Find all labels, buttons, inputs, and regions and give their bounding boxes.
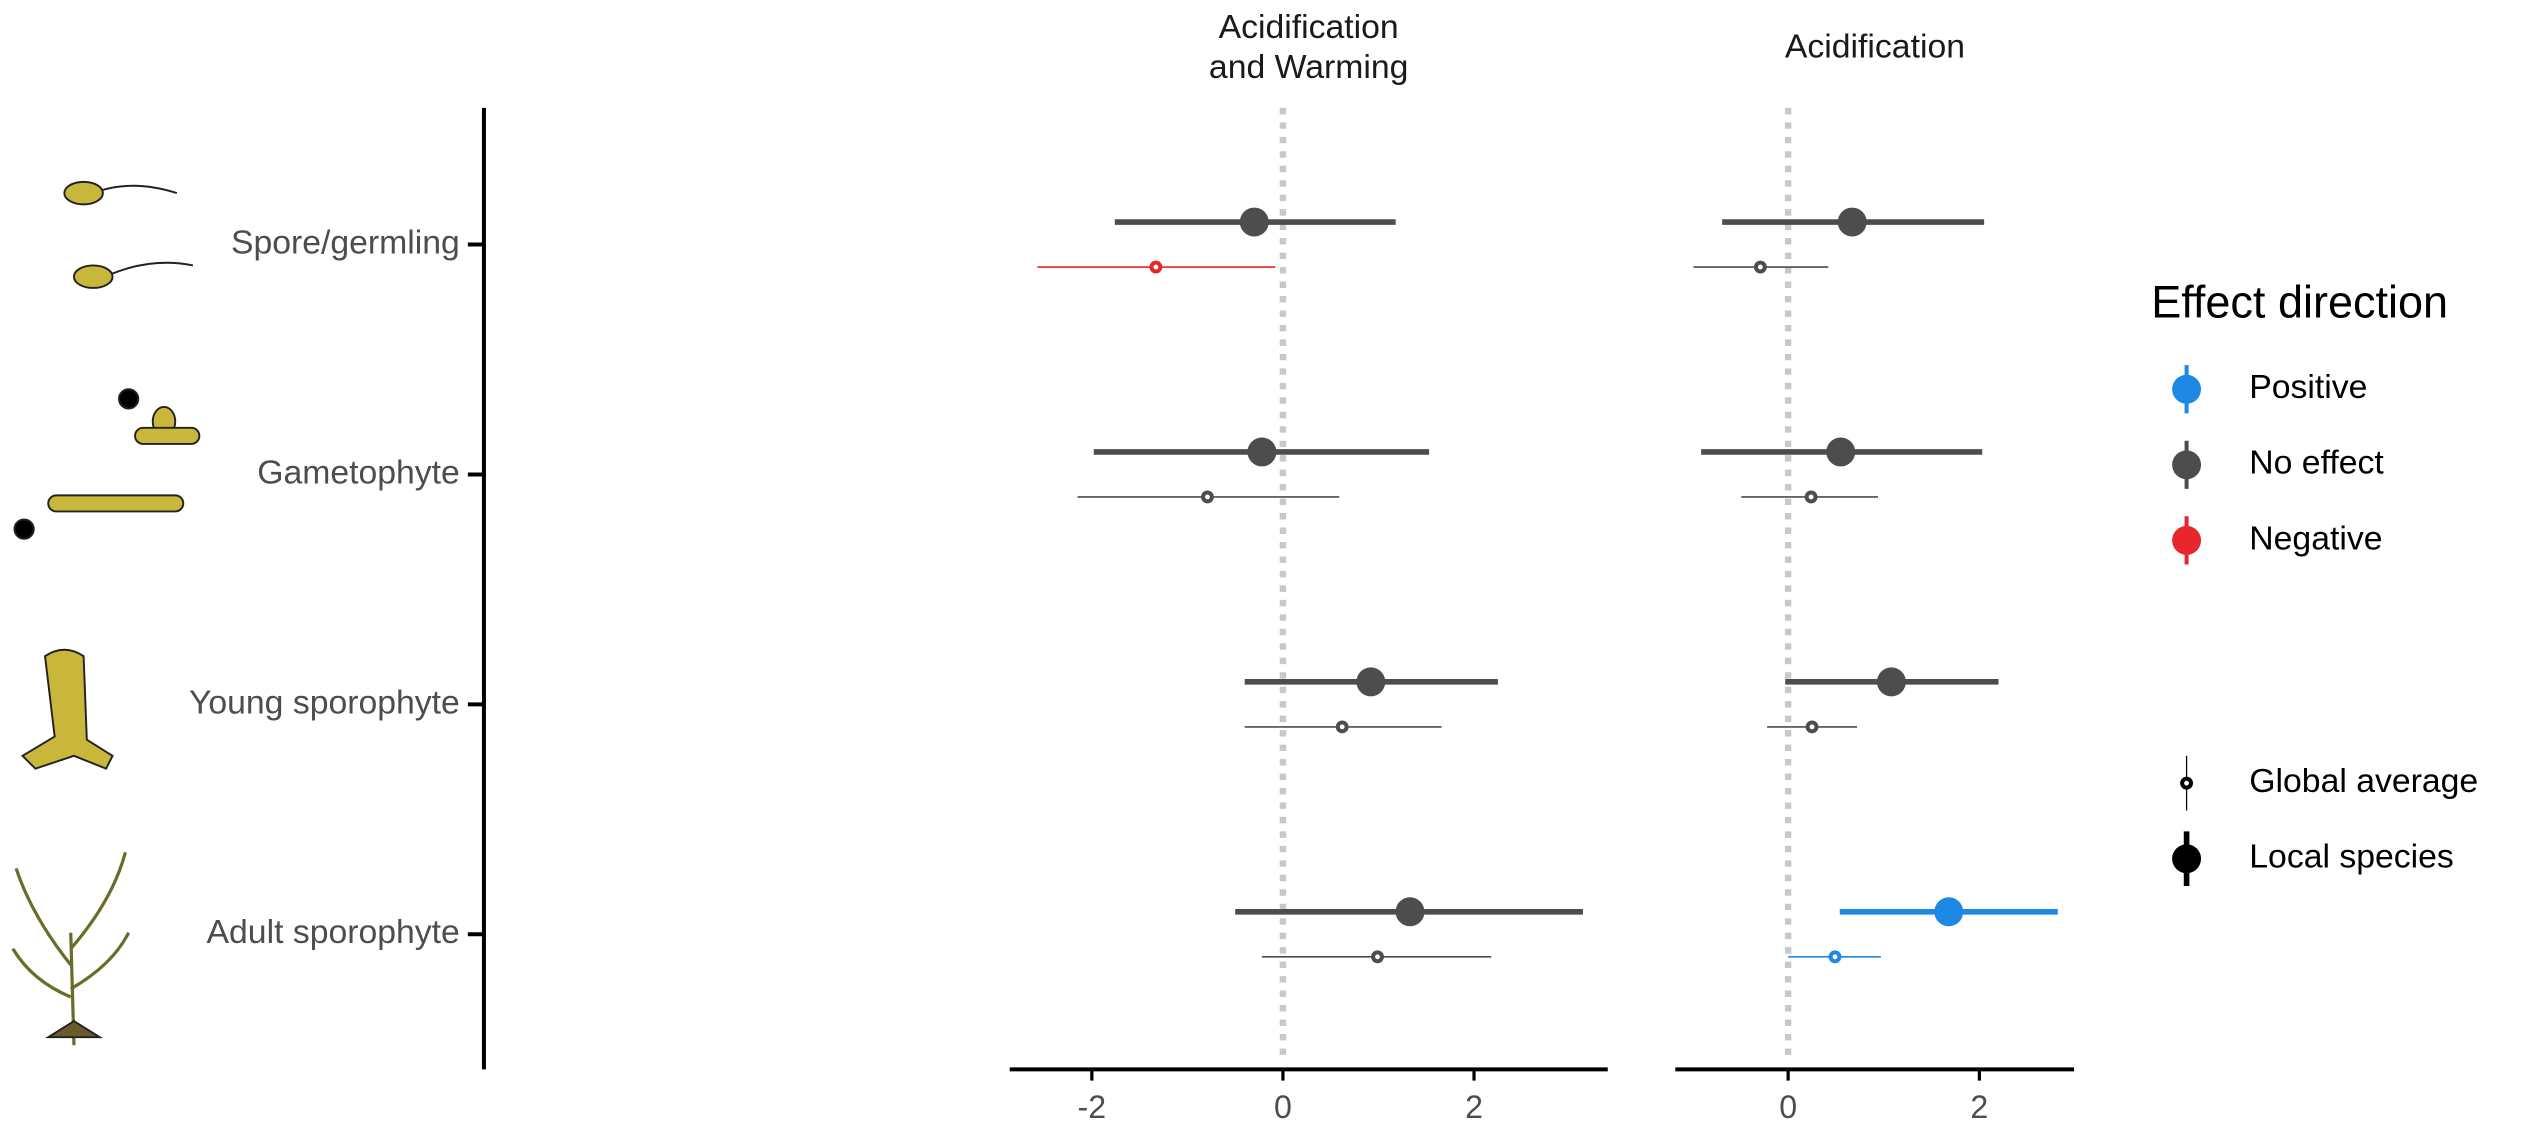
point-center [1375,954,1380,960]
point [1837,207,1867,237]
legend-key [2172,374,2202,404]
legend-title: Effect direction [2151,277,2448,328]
point [1826,437,1856,467]
point [1395,897,1425,927]
y-tick-label: Young sporophyte [189,683,460,721]
x-tick-label: 2 [1465,1089,1483,1125]
point-center [1339,724,1345,730]
point [1239,207,1269,237]
x-tick-label: 0 [1779,1089,1797,1125]
legend-label: Positive [2249,368,2367,406]
x-tick-label: 0 [1274,1089,1292,1125]
panel-title: and Warming [1209,48,1408,86]
point-center [1808,494,1814,500]
point-center [1832,954,1838,960]
legend-label: Global average [2249,762,2478,800]
legend-label: Local species [2249,838,2454,876]
point-center [1809,724,1815,730]
illustrations [11,180,201,1046]
x-tick-label: -2 [1078,1089,1107,1125]
legend-label: No effect [2249,444,2384,482]
y-tick-label: Gametophyte [257,453,460,491]
x-tick-label: 2 [1970,1089,1988,1125]
legend-key-center [2184,780,2189,786]
legend-key [2172,844,2202,874]
point-center [1205,494,1210,500]
legend-label: Negative [2249,519,2382,557]
point [1247,437,1277,467]
y-tick-label: Spore/germling [231,223,460,261]
panel-title: Acidification [1785,27,1965,65]
point-center [1757,264,1763,270]
point [1876,667,1906,697]
point [1356,667,1386,697]
point-center [1153,264,1159,270]
legend-key [2172,450,2202,480]
point [1934,897,1964,927]
panel-title: Acidification [1219,8,1399,46]
y-tick-label: Adult sporophyte [207,913,460,951]
legend-key [2172,525,2202,555]
